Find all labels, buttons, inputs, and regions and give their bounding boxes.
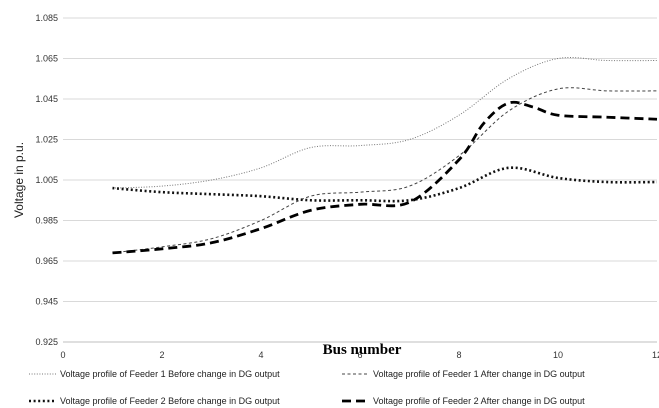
legend-item: Voltage profile of Feeder 1 Before chang… xyxy=(29,369,280,379)
x-tick-label: 2 xyxy=(159,350,164,360)
y-tick-label: 1.025 xyxy=(35,135,58,145)
legend: Voltage profile of Feeder 1 Before chang… xyxy=(29,369,585,406)
legend-label: Voltage profile of Feeder 1 Before chang… xyxy=(60,369,280,379)
y-tick-label: 1.085 xyxy=(35,13,58,23)
y-axis-label: Voltage in p.u. xyxy=(12,142,26,218)
legend-item: Voltage profile of Feeder 2 Before chang… xyxy=(29,396,280,406)
x-tick-label: 12 xyxy=(652,350,659,360)
x-axis-label: Bus number xyxy=(323,342,402,358)
y-tick-label: 0.945 xyxy=(35,297,58,307)
y-tick-label: 1.065 xyxy=(35,54,58,64)
legend-label: Voltage profile of Feeder 2 Before chang… xyxy=(60,396,280,406)
gridlines xyxy=(63,17,657,343)
legend-item: Voltage profile of Feeder 1 After change… xyxy=(342,369,585,379)
series-line-1 xyxy=(112,56,658,189)
series-lines xyxy=(112,56,658,255)
x-axis-ticks: 0 2 4 6 8 10 12 xyxy=(60,350,659,360)
x-tick-label: 6 xyxy=(357,350,362,360)
y-axis-ticks: 0.925 0.945 0.965 0.985 1.005 1.025 1.045 1.065… xyxy=(35,13,58,347)
series-line-3 xyxy=(112,166,658,203)
x-tick-label: 8 xyxy=(456,350,461,360)
y-tick-label: 0.985 xyxy=(35,216,58,226)
series-line-4 xyxy=(112,100,658,255)
y-tick-label: 0.965 xyxy=(35,256,58,266)
series-line-2 xyxy=(112,87,658,254)
x-tick-label: 0 xyxy=(60,350,65,360)
x-tick-label: 4 xyxy=(258,350,263,360)
y-tick-label: 1.005 xyxy=(35,175,58,185)
legend-label: Voltage profile of Feeder 1 After change… xyxy=(373,369,585,379)
legend-label: Voltage profile of Feeder 2 After change… xyxy=(373,396,585,406)
y-tick-label: 1.045 xyxy=(35,94,58,104)
y-tick-label: 0.925 xyxy=(35,337,58,347)
legend-item: Voltage profile of Feeder 2 After change… xyxy=(342,396,585,406)
x-tick-label: 10 xyxy=(553,350,563,360)
